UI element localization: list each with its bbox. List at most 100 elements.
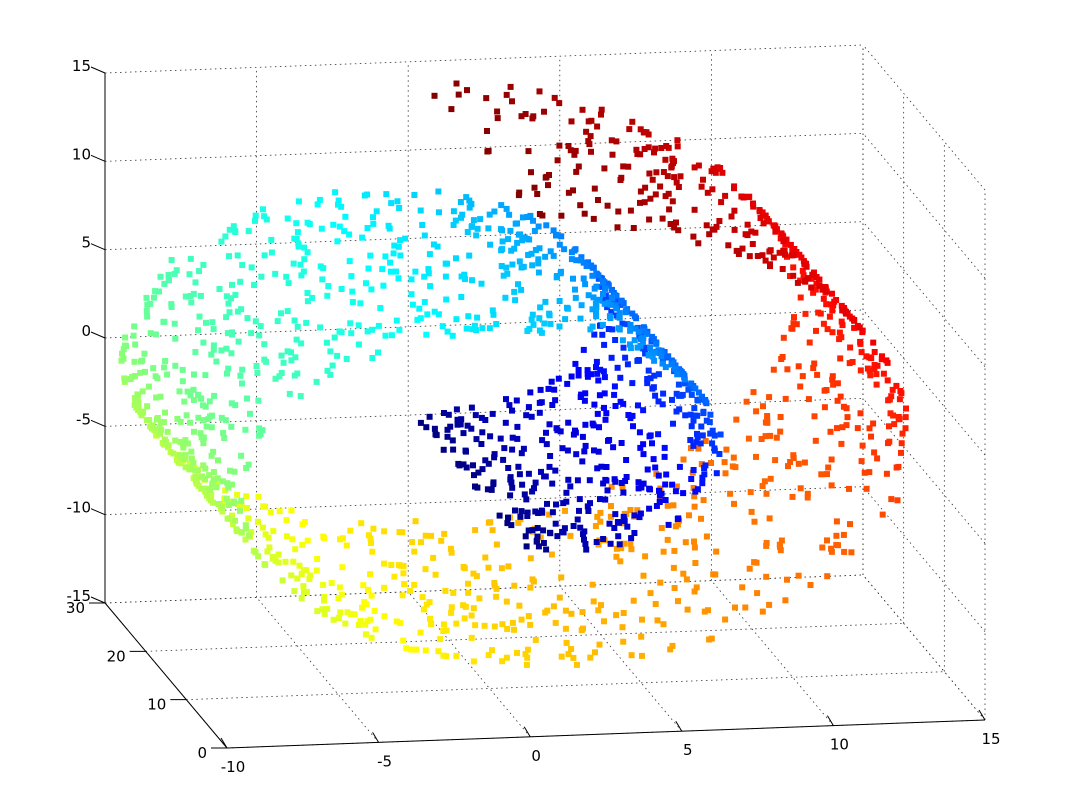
data-point (546, 312, 553, 319)
data-point (721, 459, 728, 466)
data-point (628, 546, 635, 553)
data-point (789, 493, 796, 500)
data-point (630, 225, 637, 231)
data-point (479, 325, 486, 332)
data-point (609, 286, 615, 293)
data-point (600, 279, 606, 286)
data-point (493, 593, 500, 600)
data-point (162, 409, 168, 416)
z-tick-label: 5 (81, 234, 91, 252)
data-point (531, 485, 537, 492)
data-point (422, 566, 429, 573)
data-point (592, 523, 599, 529)
data-point (407, 588, 414, 594)
data-point (187, 255, 194, 262)
data-point (695, 162, 702, 169)
data-point (427, 283, 434, 290)
data-point (554, 427, 561, 434)
data-point (300, 268, 307, 275)
data-point (313, 567, 320, 574)
data-point (454, 421, 461, 428)
data-point (802, 310, 809, 317)
data-point (570, 654, 577, 661)
data-point (857, 338, 864, 345)
data-point (732, 604, 738, 611)
data-point (594, 513, 601, 520)
data-point (197, 430, 204, 437)
y-tick-label: 20 (107, 647, 126, 665)
x-tick-label: -10 (221, 758, 246, 776)
data-point (464, 422, 471, 429)
x-tick-mark (220, 737, 228, 749)
data-point (616, 326, 623, 333)
data-point (604, 202, 611, 209)
grid-line (104, 397, 864, 427)
data-point (691, 206, 698, 213)
data-point (143, 294, 150, 301)
data-point (827, 428, 834, 435)
data-point (246, 532, 252, 539)
data-point (537, 304, 544, 311)
data-point (485, 225, 492, 232)
data-point (307, 572, 314, 579)
data-point (621, 540, 628, 547)
data-point (425, 266, 432, 273)
data-point (595, 607, 602, 614)
data-point (552, 520, 559, 527)
data-point (691, 405, 698, 412)
data-point (165, 271, 172, 278)
data-point (655, 371, 662, 378)
data-point (612, 478, 619, 485)
data-point (706, 419, 713, 426)
data-point (284, 215, 291, 222)
data-point (705, 607, 711, 614)
data-point (619, 484, 626, 491)
data-point (712, 169, 719, 176)
data-point (224, 370, 230, 377)
data-point (653, 503, 660, 509)
data-point (154, 415, 161, 421)
data-point (514, 239, 521, 246)
data-point (253, 363, 260, 369)
data-point (187, 419, 194, 426)
data-point (691, 503, 698, 510)
data-point (496, 512, 503, 519)
data-point (417, 315, 424, 322)
data-point (886, 396, 893, 403)
data-point (676, 463, 683, 470)
data-point (605, 282, 612, 289)
data-point (598, 602, 604, 609)
data-point (590, 422, 597, 429)
data-point (599, 331, 606, 338)
data-point (698, 461, 705, 468)
data-point (447, 423, 454, 430)
data-point (799, 373, 806, 380)
data-point (409, 301, 416, 308)
data-point (593, 539, 600, 545)
data-point (461, 565, 468, 572)
data-point (594, 297, 601, 304)
data-point (611, 391, 618, 398)
data-point (224, 330, 231, 337)
data-point (528, 413, 535, 420)
data-point (280, 359, 287, 366)
data-point (670, 564, 677, 571)
data-point (210, 469, 217, 475)
data-point (661, 453, 668, 460)
data-point (581, 536, 587, 543)
data-point (695, 389, 702, 396)
data-point (499, 227, 505, 234)
data-point (296, 562, 303, 569)
data-point (796, 251, 803, 258)
data-point (640, 451, 647, 458)
data-point (784, 366, 791, 373)
data-point (499, 238, 506, 245)
data-point (548, 551, 555, 558)
data-point (634, 344, 641, 351)
data-point (656, 492, 663, 499)
data-point (448, 609, 455, 616)
data-point (338, 591, 345, 598)
data-point (295, 240, 302, 247)
data-point (252, 217, 258, 224)
data-point (673, 483, 680, 490)
